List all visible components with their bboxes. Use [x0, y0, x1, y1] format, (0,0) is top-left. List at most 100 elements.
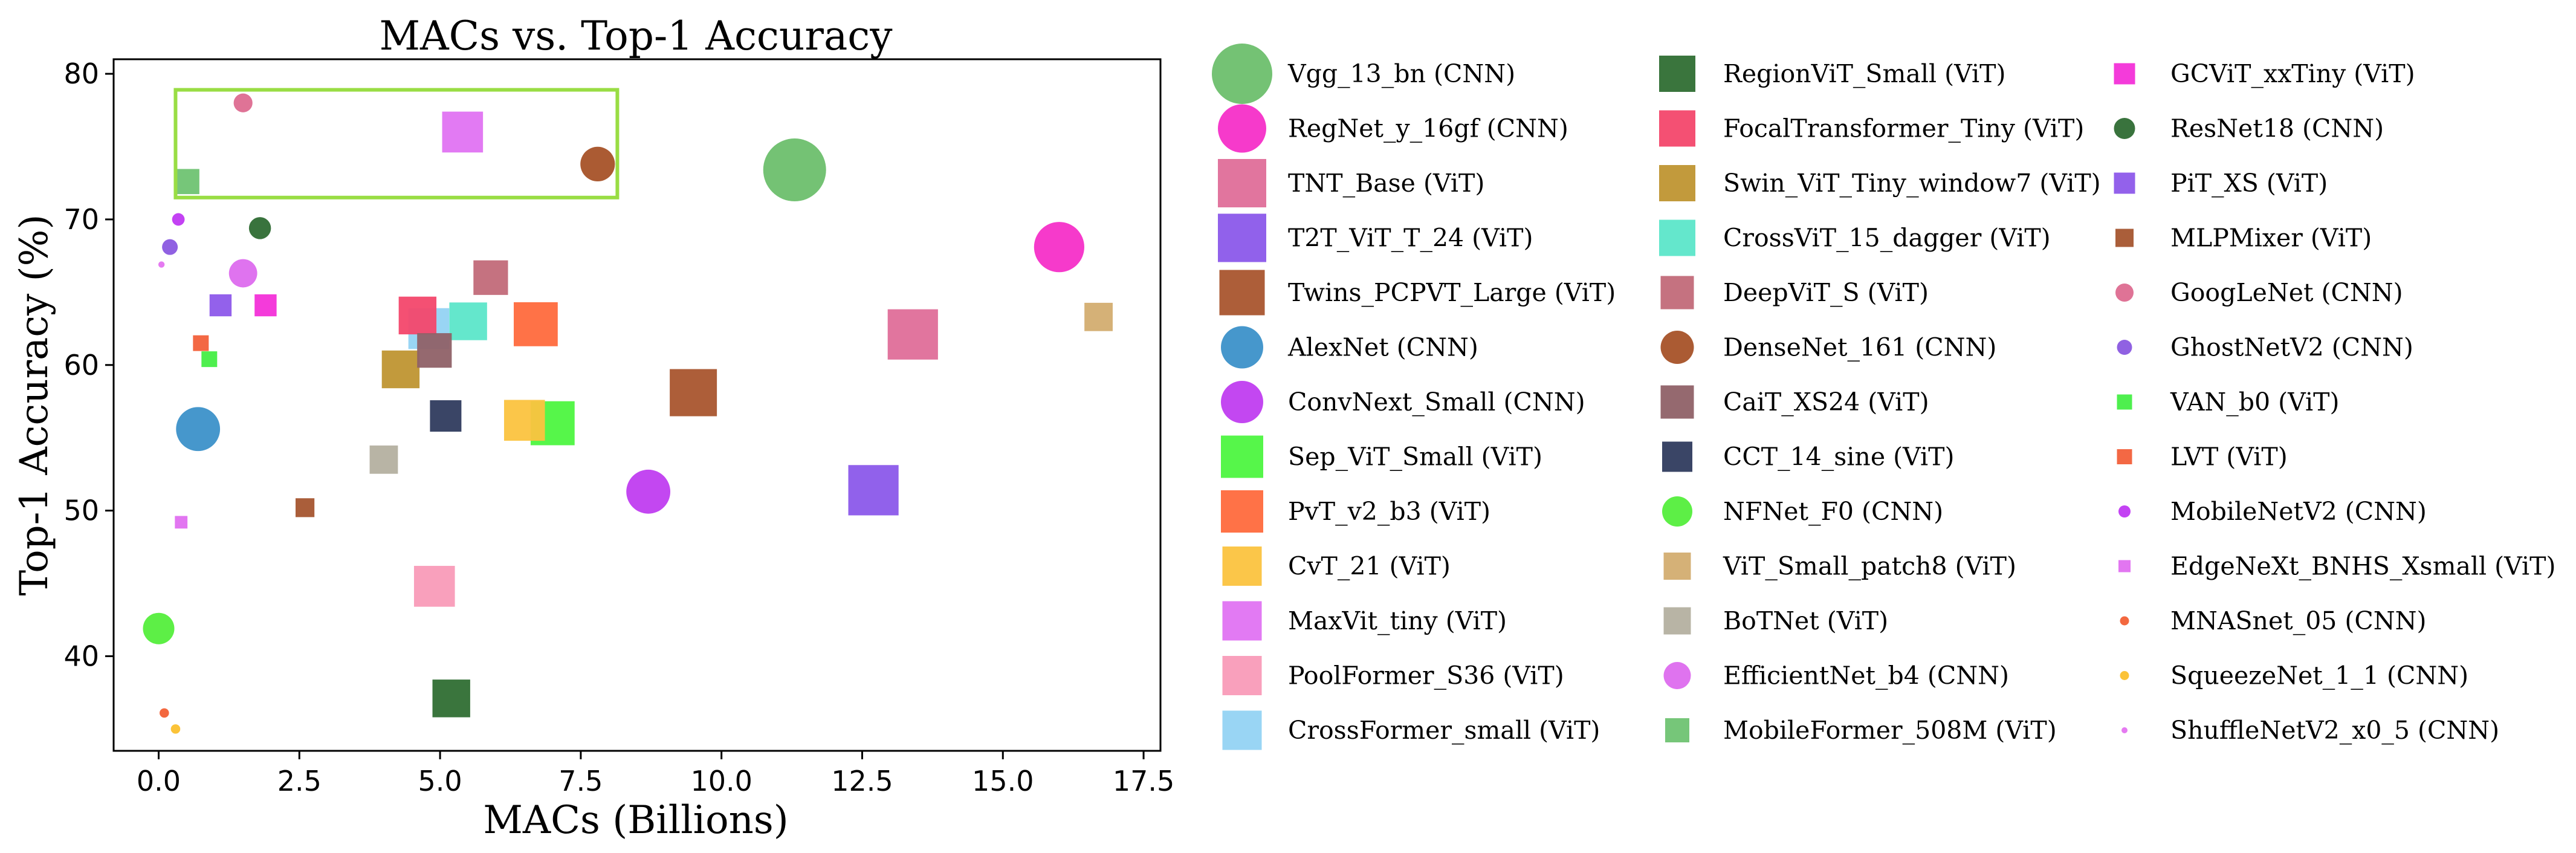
- legend-swatch-regionvit-small-vit: [1659, 56, 1695, 92]
- legend: Vgg_13_bn (CNN) RegNet_y_16gf (CNN) TNT_Ba…: [1212, 44, 2555, 750]
- x-tick-label: 7.5: [558, 765, 603, 797]
- legend-label: CaiT_XS24 (ViT): [1723, 388, 1929, 417]
- legend-swatch-mlpmixer-vit: [2115, 229, 2134, 247]
- x-tick-label: 10.0: [690, 765, 752, 797]
- marker-lvt-vit: [193, 335, 209, 351]
- marker-googlenet-cnn: [233, 93, 253, 112]
- x-axis: 0.0 2.5 5.0 7.5 10.0 12.5 15.0 17.5: [137, 751, 1174, 797]
- marker-regionvit-small-vit: [432, 679, 470, 718]
- legend-swatch-nfnet-f0-cnn: [1662, 496, 1692, 527]
- legend-swatch-pvt-v2-b3-vit: [1221, 490, 1263, 533]
- marker-pit-xs-vit: [209, 294, 232, 317]
- legend-swatch-efficientnet-b4-cnn: [1663, 662, 1691, 689]
- legend-swatch-lvt-vit: [2117, 449, 2132, 464]
- legend-label: CrossViT_15_dagger (ViT): [1723, 224, 2051, 253]
- x-tick-label: 5.0: [418, 765, 462, 797]
- legend-label: FocalTransformer_Tiny (ViT): [1723, 114, 2084, 143]
- legend-swatch-botnet-vit: [1663, 607, 1691, 635]
- legend-label: MLPMixer (ViT): [2170, 224, 2372, 253]
- legend-swatch-shufflenetv2-x0-5-cnn: [2121, 727, 2128, 733]
- legend-swatch-mnasnet-05-cnn: [2120, 616, 2129, 626]
- legend-label: DeepViT_S (ViT): [1723, 278, 1929, 307]
- legend-label: Sep_ViT_Small (ViT): [1288, 443, 1542, 472]
- legend-label: AlexNet (CNN): [1287, 333, 1478, 362]
- legend-swatch-googlenet-cnn: [2115, 284, 2134, 302]
- marker-van-b0-vit: [201, 351, 218, 368]
- legend-label: Twins_PCPVT_Large (ViT): [1288, 278, 1616, 307]
- legend-label: MobileNetV2 (CNN): [2170, 497, 2427, 526]
- marker-densenet-161-cnn: [580, 146, 615, 182]
- marker-t2t-vit-t-24-vit: [848, 465, 899, 516]
- legend-label: CvT_21 (ViT): [1288, 552, 1451, 581]
- legend-label: GCViT_xxTiny (ViT): [2170, 59, 2415, 88]
- marker-swin-vit-tiny-window7-vit: [381, 350, 420, 389]
- marker-crossvit-15-dagger-vit: [449, 302, 487, 340]
- legend-swatch-vgg-13-bn-cnn: [1212, 44, 1272, 104]
- marker-maxvit-tiny-vit: [442, 111, 484, 153]
- legend-label: DenseNet_161 (CNN): [1723, 333, 1996, 362]
- legend-label: ConvNext_Small (CNN): [1288, 388, 1585, 417]
- marker-tnt-base-vit: [887, 309, 938, 360]
- legend-label: RegionViT_Small (ViT): [1723, 59, 2005, 88]
- legend-label: SqueezeNet_1_1 (CNN): [2170, 661, 2468, 690]
- legend-label: GhostNetV2 (CNN): [2170, 333, 2413, 362]
- marker-resnet18-cnn: [248, 217, 271, 239]
- legend-label: BoTNet (ViT): [1723, 606, 1888, 635]
- legend-swatch-squeezenet-1-1-cnn: [2120, 671, 2129, 680]
- marker-focaltransformer-tiny-vit: [398, 296, 437, 335]
- legend-swatch-vit-small-patch8-vit: [1663, 553, 1691, 580]
- legend-label: PvT_v2_b3 (ViT): [1288, 497, 1490, 526]
- x-tick-label: 0.0: [137, 765, 181, 797]
- legend-swatch-resnet18-cnn: [2114, 118, 2135, 139]
- marker-cait-xs24-vit: [417, 333, 452, 368]
- marker-botnet-vit: [369, 445, 398, 474]
- legend-label: NFNet_F0 (CNN): [1723, 497, 1943, 526]
- legend-label: CCT_14_sine (ViT): [1723, 443, 1954, 472]
- marker-pvt-v2-b3-vit: [513, 302, 558, 346]
- legend-label: ResNet18 (CNN): [2170, 114, 2384, 143]
- marker-deepvit-s-vit: [473, 260, 508, 295]
- marker-mnasnet-05-cnn: [160, 708, 169, 718]
- y-tick-label: 80: [63, 57, 99, 90]
- legend-swatch-alexnet-cnn: [1221, 326, 1263, 369]
- legend-swatch-mobileformer-508m-vit: [1665, 718, 1689, 742]
- legend-swatch-mobilenetv2-cnn: [2118, 505, 2131, 517]
- marker-vgg-13-bn-cnn: [763, 138, 826, 202]
- legend-label: PiT_XS (ViT): [2170, 169, 2328, 198]
- legend-label: ViT_Small_patch8 (ViT): [1723, 552, 2016, 581]
- legend-swatch-gcvit-xxtiny-vit: [2114, 63, 2135, 85]
- marker-vit-small-patch8-vit: [1084, 302, 1113, 331]
- y-axis-label: Top-1 Accuracy (%): [12, 215, 57, 596]
- legend-label: T2T_ViT_T_24 (ViT): [1288, 224, 1533, 253]
- legend-label: EdgeNeXt_BNHS_Xsmall (ViT): [2170, 552, 2555, 581]
- x-tick-label: 17.5: [1113, 765, 1174, 797]
- plot-area: [112, 58, 1162, 752]
- marker-mlpmixer-vit: [296, 498, 315, 517]
- legend-swatch-tnt-base-vit: [1218, 159, 1266, 207]
- data-markers: [143, 93, 1113, 734]
- legend-label: TNT_Base (ViT): [1288, 169, 1484, 198]
- marker-gcvit-xxtiny-vit: [254, 294, 277, 317]
- marker-twins-pcpvt-large-vit: [670, 369, 717, 417]
- legend-label: Swin_ViT_Tiny_window7 (ViT): [1723, 169, 2101, 198]
- legend-swatch-poolformer-s36-vit: [1222, 656, 1262, 695]
- chart-title: MACs vs. Top-1 Accuracy: [379, 13, 893, 59]
- legend-swatch-van-b0-vit: [2117, 394, 2132, 410]
- marker-convnext-small-cnn: [626, 469, 671, 514]
- legend-label: CrossFormer_small (ViT): [1288, 716, 1600, 745]
- marker-shufflenetv2-x0-5-cnn: [158, 261, 165, 268]
- highlight-box: [173, 88, 620, 199]
- marker-cct-14-sine-vit: [430, 400, 462, 432]
- y-tick-label: 60: [63, 349, 99, 381]
- y-tick-label: 70: [63, 203, 99, 236]
- legend-label: MNASnet_05 (CNN): [2170, 606, 2427, 635]
- legend-swatch-convnext-small-cnn: [1221, 381, 1263, 423]
- legend-label: Vgg_13_bn (CNN): [1287, 59, 1515, 88]
- legend-swatch-cct-14-sine-vit: [1662, 441, 1692, 472]
- marker-nfnet-f0-cnn: [143, 612, 175, 644]
- marker-mobilenetv2-cnn: [172, 213, 185, 226]
- legend-swatch-t2t-vit-t-24-vit: [1218, 213, 1266, 262]
- y-tick-label: 50: [63, 495, 99, 527]
- legend-label: PoolFormer_S36 (ViT): [1288, 661, 1564, 690]
